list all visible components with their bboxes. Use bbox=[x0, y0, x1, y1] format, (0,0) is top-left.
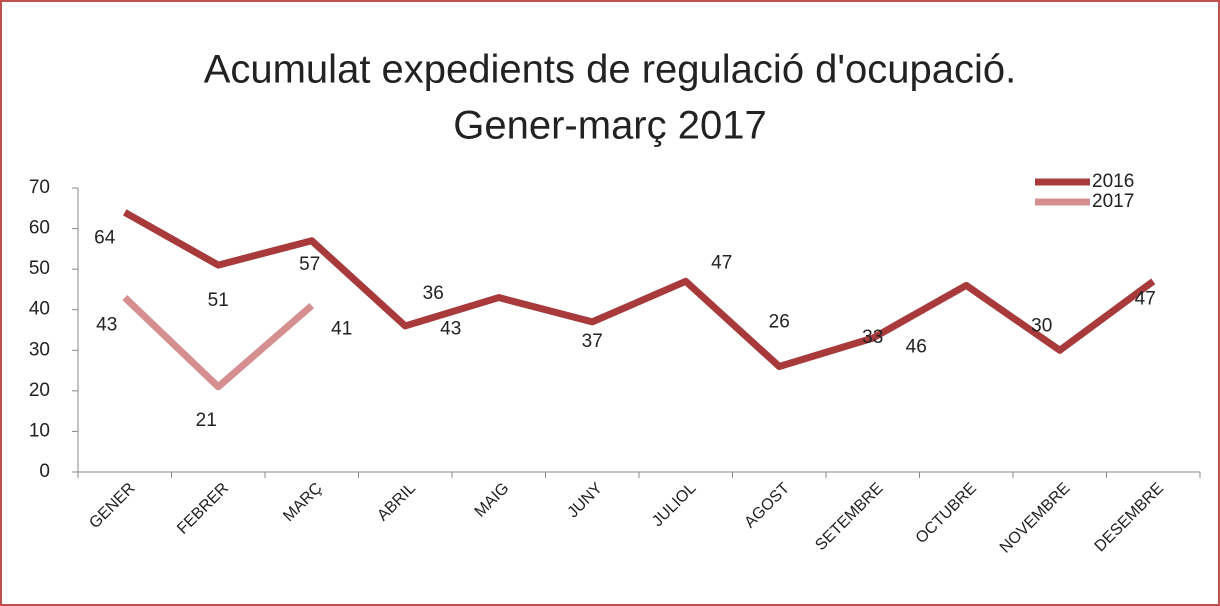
chart-title: Acumulat expedients de regulació d'ocupa… bbox=[204, 48, 1017, 92]
data-label: 21 bbox=[196, 410, 217, 431]
data-label: 46 bbox=[906, 336, 927, 357]
series-line bbox=[123, 209, 1156, 371]
chart-subtitle: Gener-març 2017 bbox=[453, 104, 766, 148]
series-line bbox=[122, 295, 315, 391]
data-label: 43 bbox=[96, 315, 117, 336]
y-tick-label: 60 bbox=[29, 218, 50, 239]
data-label: 64 bbox=[94, 227, 116, 248]
data-label: 30 bbox=[1031, 315, 1052, 336]
data-label: 41 bbox=[331, 319, 352, 340]
legend-label: 2016 bbox=[1092, 171, 1134, 192]
y-tick-label: 0 bbox=[39, 461, 50, 482]
y-tick-label: 70 bbox=[29, 177, 50, 198]
data-label: 37 bbox=[582, 331, 603, 352]
y-tick-label: 30 bbox=[29, 339, 50, 360]
data-label: 33 bbox=[862, 327, 883, 348]
legend-label: 2017 bbox=[1092, 191, 1134, 212]
y-tick-label: 50 bbox=[29, 258, 50, 279]
data-label: 47 bbox=[711, 252, 732, 273]
data-label: 47 bbox=[1135, 288, 1156, 309]
data-label: 51 bbox=[208, 290, 229, 311]
y-tick-label: 20 bbox=[29, 380, 50, 401]
data-label: 36 bbox=[423, 283, 444, 304]
data-label: 43 bbox=[440, 319, 461, 340]
y-tick-label: 10 bbox=[29, 420, 50, 441]
data-label: 57 bbox=[299, 254, 320, 275]
data-label: 26 bbox=[769, 312, 790, 333]
y-tick-label: 40 bbox=[29, 299, 50, 320]
